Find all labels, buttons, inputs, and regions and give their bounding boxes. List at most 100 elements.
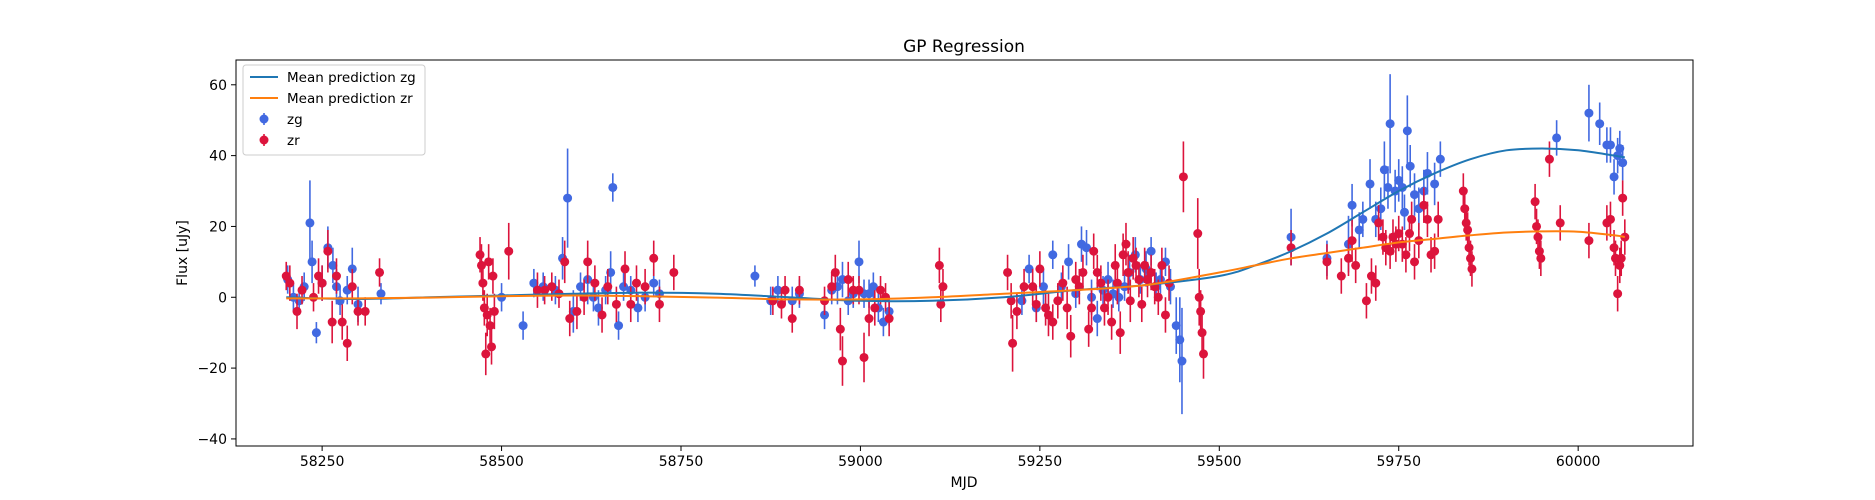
data-point-zr bbox=[1374, 218, 1383, 227]
x-tick-label: 58750 bbox=[659, 454, 704, 470]
data-point-zr bbox=[836, 325, 845, 334]
y-tick-label: −40 bbox=[197, 432, 227, 448]
data-point-zr bbox=[484, 257, 493, 266]
data-point-zr bbox=[560, 257, 569, 266]
data-point-zr bbox=[655, 300, 664, 309]
data-point-zg bbox=[854, 257, 863, 266]
data-point-zg bbox=[608, 183, 617, 192]
data-point-zr bbox=[1463, 225, 1472, 234]
data-point-zg bbox=[614, 321, 623, 330]
data-point-zr bbox=[885, 314, 894, 323]
data-point-zr bbox=[1104, 293, 1113, 302]
data-point-zr bbox=[1536, 254, 1545, 263]
data-point-zg bbox=[1610, 172, 1619, 181]
data-point-zr bbox=[1107, 318, 1116, 327]
data-point-zr bbox=[565, 314, 574, 323]
data-point-zr bbox=[598, 310, 607, 319]
data-point-zr bbox=[1606, 215, 1615, 224]
data-point-zg bbox=[1093, 314, 1102, 323]
data-point-zr bbox=[865, 314, 874, 323]
data-point-zr bbox=[1401, 250, 1410, 259]
data-point-zr bbox=[1465, 243, 1474, 252]
data-point-zr bbox=[547, 282, 556, 291]
data-point-zr bbox=[1126, 296, 1135, 305]
data-point-zr bbox=[1137, 300, 1146, 309]
data-point-zg bbox=[1552, 133, 1561, 142]
data-point-zr bbox=[641, 282, 650, 291]
data-point-zr bbox=[478, 279, 487, 288]
data-point-zr bbox=[1434, 215, 1443, 224]
data-point-zg bbox=[1386, 119, 1395, 128]
x-tick-label: 59500 bbox=[1197, 454, 1242, 470]
data-point-zr bbox=[318, 279, 327, 288]
data-point-zg bbox=[312, 328, 321, 337]
data-point-zr bbox=[1618, 194, 1627, 203]
data-point-zg bbox=[1177, 357, 1186, 366]
y-tick-label: 20 bbox=[209, 219, 227, 235]
data-point-zr bbox=[1613, 289, 1622, 298]
data-point-zr bbox=[669, 268, 678, 277]
data-point-zg bbox=[1400, 208, 1409, 217]
data-point-zr bbox=[1084, 325, 1093, 334]
data-point-zr bbox=[632, 279, 641, 288]
data-point-zg bbox=[1410, 190, 1419, 199]
data-point-zr bbox=[1199, 349, 1208, 358]
data-point-zr bbox=[621, 264, 630, 273]
data-point-zr bbox=[338, 318, 347, 327]
legend-label: Mean prediction zg bbox=[287, 70, 416, 86]
data-point-zr bbox=[375, 268, 384, 277]
data-point-zr bbox=[1423, 215, 1432, 224]
data-point-zr bbox=[572, 307, 581, 316]
data-point-zr bbox=[1351, 261, 1360, 270]
x-tick-label: 59750 bbox=[1376, 454, 1421, 470]
data-point-zr bbox=[1545, 155, 1554, 164]
data-point-zg bbox=[497, 293, 506, 302]
data-point-zr bbox=[831, 268, 840, 277]
data-point-zr bbox=[1531, 197, 1540, 206]
data-point-zr bbox=[1161, 310, 1170, 319]
data-point-zg bbox=[1048, 250, 1057, 259]
data-point-zr bbox=[1063, 303, 1072, 312]
data-point-zr bbox=[1533, 233, 1542, 242]
data-point-zr bbox=[1087, 303, 1096, 312]
data-point-zr bbox=[298, 286, 307, 295]
data-point-zg bbox=[649, 279, 658, 288]
legend-label: zg bbox=[287, 112, 303, 128]
x-axis-label: MJD bbox=[951, 475, 978, 491]
y-tick-label: 40 bbox=[209, 149, 227, 165]
x-tick-label: 58500 bbox=[479, 454, 524, 470]
data-point-zr bbox=[590, 279, 599, 288]
data-point-zr bbox=[1430, 247, 1439, 256]
data-point-zr bbox=[1610, 243, 1619, 252]
data-point-zr bbox=[490, 307, 499, 316]
data-point-zr bbox=[1196, 307, 1205, 316]
data-point-zr bbox=[486, 321, 495, 330]
legend-marker-swatch bbox=[260, 136, 269, 145]
data-point-zr bbox=[1407, 215, 1416, 224]
data-point-zr bbox=[1012, 307, 1021, 316]
data-point-zr bbox=[870, 303, 879, 312]
x-tick-label: 59000 bbox=[838, 454, 883, 470]
data-point-zr bbox=[844, 275, 853, 284]
legend-marker-swatch bbox=[260, 115, 269, 124]
data-point-zr bbox=[1405, 229, 1414, 238]
data-point-zr bbox=[649, 254, 658, 263]
data-point-zr bbox=[626, 300, 635, 309]
data-point-zg bbox=[1595, 119, 1604, 128]
x-tick-label: 59250 bbox=[1018, 454, 1063, 470]
legend: Mean prediction zgMean prediction zrzgzr bbox=[243, 65, 425, 155]
x-tick-label: 60000 bbox=[1556, 454, 1601, 470]
data-point-zr bbox=[603, 282, 612, 291]
data-point-zr bbox=[612, 300, 621, 309]
data-point-zr bbox=[1066, 332, 1075, 341]
data-point-zr bbox=[504, 247, 513, 256]
data-point-zr bbox=[1154, 293, 1163, 302]
data-point-zr bbox=[768, 296, 777, 305]
data-point-zr bbox=[348, 282, 357, 291]
data-point-zr bbox=[1322, 257, 1331, 266]
data-point-zr bbox=[1078, 268, 1087, 277]
data-point-zr bbox=[935, 261, 944, 270]
data-point-zg bbox=[1366, 179, 1375, 188]
data-point-zg bbox=[563, 194, 572, 203]
